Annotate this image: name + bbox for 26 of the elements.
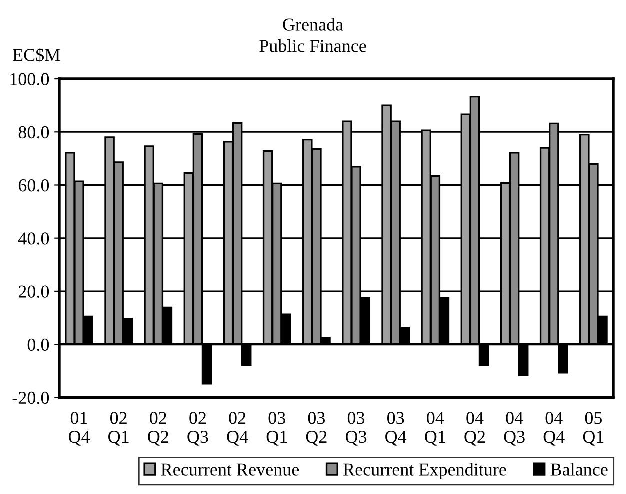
y-tick-label: 0.0 [28, 338, 50, 352]
x-tick-label: 03 Q4 [386, 412, 407, 446]
x-tick-label: 05 Q1 [583, 412, 604, 446]
y-tick-label: 40.0 [18, 232, 50, 245]
x-tick-label: 04 Q1 [425, 412, 446, 446]
x-tick-label: 03 Q1 [266, 412, 288, 446]
x-tick-label: 02 Q2 [148, 412, 168, 446]
legend-label: Balance [550, 463, 608, 476]
legend-label: Recurrent Expenditure [344, 463, 506, 480]
x-tick-label: 03 Q2 [306, 412, 327, 446]
y-tick-label: 100.0 [10, 73, 50, 86]
x-tick-label: 04 Q4 [544, 412, 565, 446]
y-tick-label: 80.0 [18, 126, 50, 139]
y-axis-title: EC$M [13, 48, 60, 63]
x-tick-label: 04 Q3 [504, 412, 525, 446]
x-tick-label: 01 Q4 [68, 412, 90, 446]
x-tick-label: 02 Q1 [108, 412, 129, 446]
x-tick-label: 02 Q3 [188, 412, 208, 446]
y-tick-label: -20.0 [12, 392, 50, 404]
legend-label: Recurrent Revenue [161, 464, 300, 476]
x-tick-label: 04 Q2 [464, 412, 486, 446]
x-tick-label: 03 Q3 [346, 412, 367, 446]
x-tick-label: 02 Q4 [227, 412, 248, 446]
y-tick-label: 60.0 [18, 180, 50, 192]
y-tick-label: 20.0 [18, 286, 50, 298]
chart-title: Grenada Public Finance [260, 18, 366, 52]
